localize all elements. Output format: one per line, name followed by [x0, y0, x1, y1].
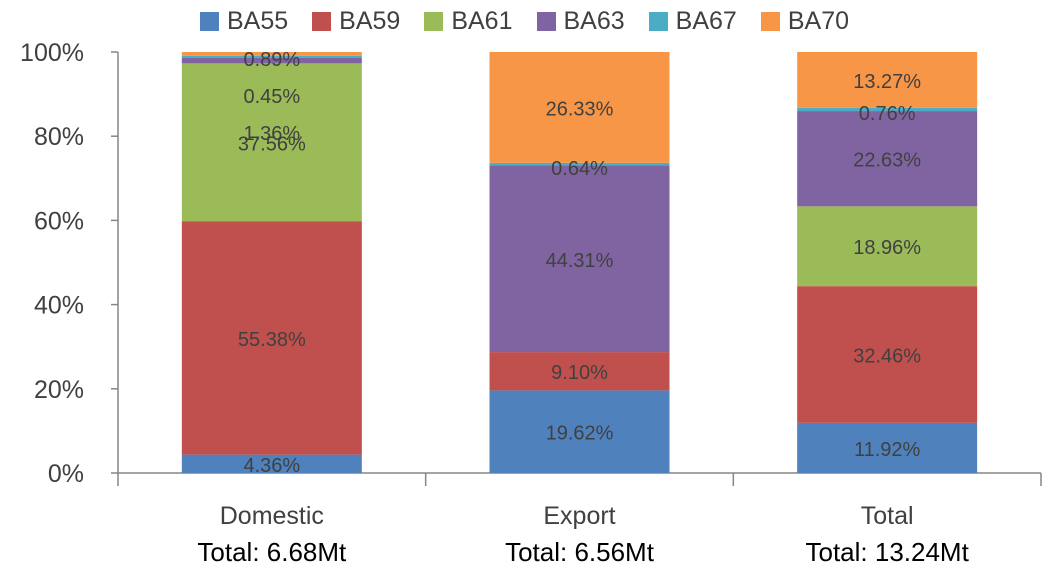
- data-label: 13.27%: [853, 71, 921, 93]
- bar-ba70-total: [797, 52, 978, 108]
- bar-ba67-domestic: [181, 55, 362, 58]
- bar-ba63-export: [489, 165, 670, 353]
- category-total-label: Total: 13.24Mt: [805, 537, 969, 567]
- bar-ba63-domestic: [181, 57, 362, 64]
- legend-label: BA55: [226, 6, 289, 35]
- bar-ba67-total: [797, 107, 978, 112]
- bar-ba70-export: [489, 52, 670, 163]
- category-total-label: Total: 6.56Mt: [505, 537, 654, 567]
- legend-label: BA70: [787, 6, 850, 35]
- legend-item-ba61: BA61: [424, 6, 513, 36]
- bar-ba59-total: [797, 286, 978, 423]
- legend-label: BA67: [675, 6, 737, 35]
- x-category-label: Export: [543, 502, 615, 530]
- data-label: 55.38%: [238, 329, 306, 351]
- bar-ba61-domestic: [181, 63, 362, 222]
- x-category-label: Total: [861, 502, 914, 530]
- category-total-label: Total: 6.68Mt: [197, 537, 347, 567]
- x-category-label: Domestic: [220, 502, 324, 530]
- legend-swatch: [312, 11, 332, 31]
- bar-ba59-export: [489, 352, 670, 391]
- y-tick-label: 60%: [34, 207, 84, 235]
- y-tick-label: 100%: [20, 39, 84, 67]
- data-label: 19.62%: [546, 423, 614, 445]
- data-label: 11.92%: [854, 439, 921, 461]
- data-label: 26.33%: [546, 98, 614, 120]
- legend-item-ba63: BA63: [536, 6, 625, 36]
- data-label: 44.31%: [546, 250, 614, 272]
- y-tick-label: 40%: [34, 292, 84, 320]
- data-label: 9.10%: [551, 362, 608, 384]
- data-label: 32.46%: [853, 345, 921, 367]
- legend-swatch: [648, 11, 668, 31]
- data-label: 0.76%: [859, 103, 916, 125]
- bar-ba55-domestic: [181, 454, 362, 473]
- category-totals: Total: 6.68Mt Total: 6.56Mt Total: 13.24Mt: [0, 537, 1049, 567]
- bar-ba55-total: [797, 422, 978, 473]
- data-label: 18.96%: [853, 237, 921, 259]
- data-label: 1.36%: [243, 123, 300, 145]
- y-tick-label: 20%: [34, 376, 84, 404]
- legend-label: BA59: [339, 6, 401, 35]
- legend-swatch: [199, 11, 219, 31]
- bar-ba55-export: [489, 390, 670, 473]
- legend-label: BA61: [451, 6, 513, 35]
- data-label: 4.36%: [243, 455, 300, 477]
- bar-ba59-domestic: [181, 221, 362, 455]
- bar-ba63-total: [797, 111, 978, 207]
- y-tick-label: 0%: [48, 460, 84, 488]
- data-label: 37.56%: [238, 133, 306, 155]
- data-label: 0.45%: [243, 86, 300, 108]
- legend-item-ba59: BA59: [312, 7, 400, 36]
- bar-ba61-total: [797, 206, 978, 287]
- data-label: 0.89%: [243, 49, 300, 71]
- chart-legend: BA55 BA59 BA61 BA63 BA67 BA70: [0, 2, 1049, 40]
- bar-ba70-domestic: [181, 52, 362, 56]
- legend-item-ba70: BA70: [760, 6, 850, 36]
- legend-swatch: [760, 11, 780, 31]
- legend-swatch: [536, 11, 556, 31]
- bar-ba67-export: [489, 162, 670, 166]
- legend-label: BA63: [563, 6, 625, 35]
- legend-swatch: [424, 11, 444, 31]
- data-label: 0.64%: [551, 158, 608, 180]
- legend-item-ba55: BA55: [199, 6, 289, 36]
- y-tick-label: 80%: [34, 123, 84, 151]
- data-label: 22.63%: [853, 150, 921, 172]
- legend-item-ba67: BA67: [648, 6, 737, 36]
